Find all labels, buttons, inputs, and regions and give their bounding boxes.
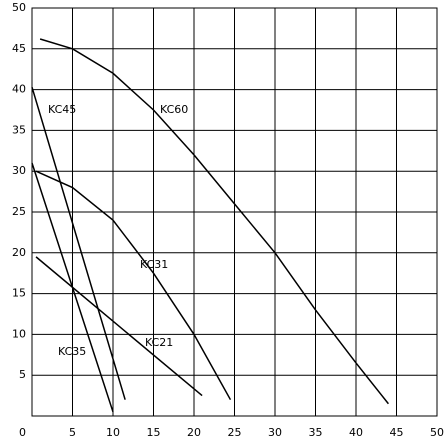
series-label: KC60 — [160, 103, 188, 116]
series-label: KC31 — [140, 258, 168, 271]
series-line — [35, 256, 203, 397]
x-tick-label: 20 — [187, 426, 201, 439]
y-tick-label: 35 — [12, 123, 26, 136]
y-tick-label: 45 — [12, 42, 26, 55]
y-tick-label: 10 — [12, 327, 26, 340]
y-tick-label: 20 — [12, 246, 26, 259]
series-line — [39, 38, 389, 405]
x-tick-label: 30 — [268, 426, 282, 439]
series-label: KC21 — [145, 336, 173, 349]
x-tick-label: 25 — [228, 426, 242, 439]
x-tick-label: 10 — [106, 426, 120, 439]
series-line — [35, 170, 232, 401]
x-tick-label: 50 — [430, 426, 444, 439]
x-tick-label: 45 — [390, 426, 404, 439]
x-tick-label: 15 — [147, 426, 161, 439]
y-tick-label: 0 — [19, 426, 26, 439]
y-tick-label: 5 — [19, 368, 26, 381]
y-tick-label: 15 — [12, 287, 26, 300]
y-tick-label: 30 — [12, 164, 26, 177]
series-line — [31, 86, 126, 400]
y-tick-label: 50 — [12, 1, 26, 14]
x-tick-label: 40 — [349, 426, 363, 439]
x-tick-label: 5 — [69, 426, 76, 439]
y-tick-label: 25 — [12, 205, 26, 218]
series-label: KC45 — [48, 103, 76, 116]
x-tick-label: 35 — [309, 426, 323, 439]
y-tick-label: 40 — [12, 83, 26, 96]
series-label: KC35 — [58, 345, 86, 358]
